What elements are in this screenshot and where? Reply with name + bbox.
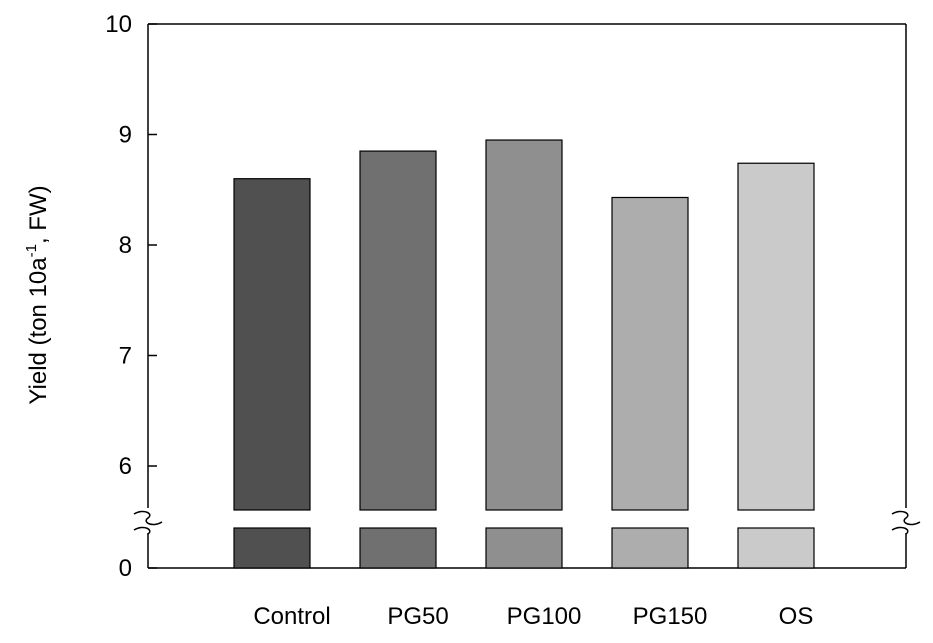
x-category-label: PG50	[387, 603, 448, 630]
y-tick-label: 0	[119, 555, 132, 582]
x-category-label: PG150	[633, 603, 708, 630]
right-axis-break-mark	[891, 510, 921, 526]
right-axis-break-mark-lower	[891, 526, 909, 535]
bar-control	[233, 178, 311, 511]
bar-pg50	[359, 150, 437, 511]
x-category-label: PG100	[507, 603, 582, 630]
y-tick-label: 6	[119, 453, 132, 480]
x-axis-category-labels: Control PG50 PG100 PG150 OS	[253, 603, 813, 630]
bar-pg50-base	[359, 527, 437, 569]
y-tick-label: 7	[119, 343, 132, 370]
bar-pg100	[485, 139, 563, 511]
bar-pg150-base	[611, 527, 689, 569]
x-category-label: OS	[779, 603, 814, 630]
y-axis-title-superscript: -1	[23, 244, 40, 257]
bars	[233, 139, 815, 569]
bar-pg100-base	[485, 527, 563, 569]
bar-control-base	[233, 527, 311, 569]
y-axis-ticks: 0 6 7 8 9 10	[105, 11, 157, 582]
left-axis-break-mark-lower	[133, 526, 151, 535]
y-axis-title-main: Yield (ton 10a	[25, 257, 52, 405]
left-axis-break-mark	[133, 510, 163, 526]
y-tick-label: 10	[105, 11, 132, 38]
bar-os	[737, 162, 815, 511]
y-tick-label: 8	[119, 232, 132, 259]
bar-os-base	[737, 527, 815, 569]
y-tick-label: 9	[119, 122, 132, 149]
bar-pg150	[611, 196, 689, 511]
y-axis-title-rest: , FW)	[25, 185, 52, 244]
x-category-label: Control	[253, 603, 330, 630]
y-axis-title: Yield (ton 10a-1, FW)	[23, 185, 52, 404]
